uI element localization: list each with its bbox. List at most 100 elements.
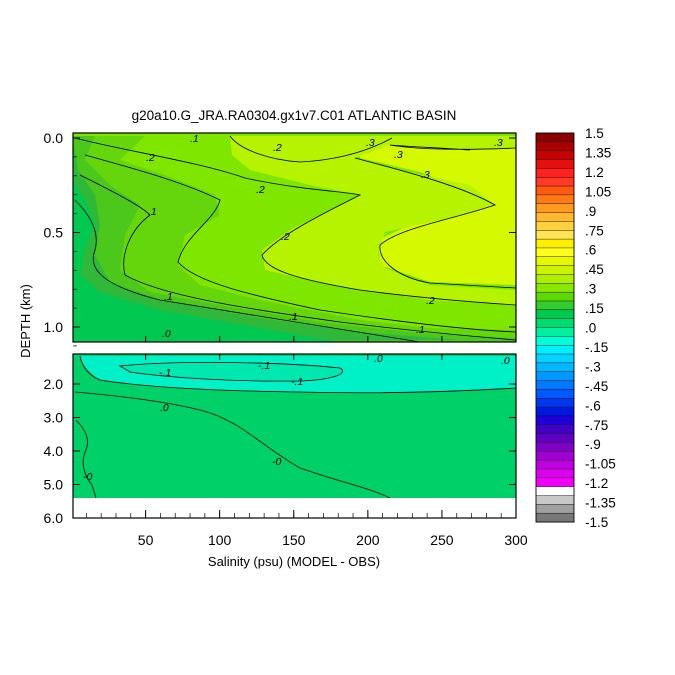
colorbar-swatch	[535, 415, 575, 426]
colorbar-swatch	[535, 477, 575, 488]
colorbar-swatch	[535, 380, 575, 390]
upper-contour-fill-yellow	[360, 136, 516, 285]
colorbar-swatch	[535, 327, 575, 337]
contour-label: -0	[83, 471, 92, 483]
colorbar-swatch	[535, 353, 575, 364]
lower-panel: -.1 -.1 -.1 .0 .0 .0 -0 -0	[72, 353, 517, 519]
colorbar-tick-label: -.3	[585, 359, 601, 374]
contour-label: .2	[146, 152, 155, 164]
colorbar-swatch	[535, 468, 575, 479]
contour-label: .1	[289, 311, 298, 323]
colorbar-swatch	[535, 300, 575, 311]
colorbar-swatch	[535, 274, 575, 284]
colorbar-swatch	[535, 504, 575, 514]
colorbar-swatch	[535, 486, 575, 496]
contour-label: -0	[272, 456, 281, 468]
upper-contour-line	[84, 154, 517, 333]
y-tick-label: 4.0	[44, 443, 64, 459]
colorbar-swatch	[535, 459, 575, 470]
colorbar-swatch	[535, 150, 575, 161]
colorbar-tick-label: 1.35	[585, 145, 611, 160]
colorbar-swatch	[535, 283, 575, 293]
colorbar-tick-label: .45	[585, 262, 604, 277]
contour-label: .3	[494, 137, 503, 149]
colorbar-swatch	[535, 371, 575, 382]
colorbar-swatch	[535, 238, 575, 249]
colorbar-swatch	[535, 177, 575, 187]
contour-label: .3	[366, 137, 375, 149]
lower-contour-lines	[74, 355, 517, 499]
contour-label: -.1	[159, 367, 171, 379]
y-tick-label: 6.0	[44, 510, 64, 526]
y-axis-label: DEPTH (km)	[18, 284, 33, 358]
x-tick-label: 200	[356, 532, 380, 548]
contour-label: .1	[190, 133, 199, 145]
contour-label: .2	[281, 231, 290, 243]
contour-label: .2	[273, 142, 282, 154]
colorbar-swatch	[535, 203, 575, 214]
colorbar-swatch	[535, 291, 575, 302]
contour-label: -.1	[291, 376, 303, 388]
y-tick-label: 5.0	[44, 477, 64, 493]
colorbar-frame	[535, 132, 575, 523]
colorbar-tick-label: .3	[585, 282, 596, 297]
upper-panel: .3 .3 .3 .3 .2 .2 .2 .2 .2 .1 .1 .1 .1 .…	[72, 132, 517, 343]
colorbar-swatch	[535, 309, 575, 320]
colorbar-swatch	[535, 344, 575, 355]
lower-contour-line	[118, 361, 343, 382]
colorbar-swatch	[535, 495, 575, 505]
colorbar-tick-label: .75	[585, 223, 604, 238]
contour-label: .2	[426, 295, 435, 307]
colorbar-swatch	[535, 318, 575, 328]
colorbar-tick-label: 1.05	[585, 184, 611, 199]
colorbar-tick-label: -.45	[585, 379, 608, 394]
lower-contour-line	[74, 391, 391, 499]
colorbar-swatch	[535, 132, 575, 143]
upper-contour-fill-green1	[73, 136, 516, 342]
colorbar-swatch	[535, 442, 575, 452]
upper-contour-fill-yellowgreen	[230, 136, 516, 305]
colorbar-swatch	[535, 194, 575, 205]
contour-label: .0	[162, 328, 171, 340]
colorbar-tick-label: -.15	[585, 340, 608, 355]
axis-ticks: 50 100 150 200 250 300 0.0 0.5 1.0 2.0 3.0 4.0 5.0 6.…	[44, 130, 528, 548]
x-tick-label: 300	[504, 532, 528, 548]
colorbar-swatch	[535, 168, 575, 178]
colorbar-swatch	[535, 221, 575, 231]
colorbar-swatch	[535, 406, 575, 417]
contour-label: .0	[374, 353, 383, 365]
colorbar-tick-label: -1.5	[585, 515, 608, 530]
contour-label: -.1	[258, 360, 270, 372]
x-tick-label: 150	[282, 532, 306, 548]
upper-contour-fill-green4	[73, 180, 340, 342]
contour-label: .3	[394, 149, 403, 161]
y-tick-label: 2.0	[44, 376, 64, 392]
y-tick-label: 1.0	[44, 319, 64, 335]
upper-contour-line	[229, 135, 393, 163]
colorbar-swatch	[535, 212, 575, 222]
lower-panel-frame	[72, 353, 517, 519]
contour-label: .1	[164, 291, 173, 303]
colorbar-swatch	[535, 336, 575, 346]
colorbar-swatch	[535, 512, 575, 523]
upper-contour-line	[389, 144, 517, 151]
colorbar-tick-label: -1.05	[585, 457, 616, 472]
contour-label: .0	[160, 402, 169, 414]
lower-contour-fill-cyan2	[120, 362, 344, 382]
colorbar-tick-label: .9	[585, 204, 596, 219]
contour-label: .0	[501, 355, 510, 367]
x-tick-label: 250	[430, 532, 454, 548]
x-tick-label: 100	[208, 532, 232, 548]
colorbar-swatch	[535, 389, 575, 399]
colorbar-swatch	[535, 398, 575, 408]
chart-title: g20a10.G_JRA.RA0304.gx1v7.C01 ATLANTIC B…	[132, 108, 457, 123]
colorbar-tick-label: 1.5	[585, 126, 604, 141]
colorbar-tick-label: -1.2	[585, 476, 608, 491]
lower-contour-labels: -.1 -.1 -.1 .0 .0 .0 -0 -0	[83, 353, 510, 483]
colorbar-swatch	[535, 362, 575, 373]
colorbar-swatch	[535, 185, 575, 196]
contour-label: .2	[256, 184, 265, 196]
colorbar-tick-label: -.6	[585, 398, 601, 413]
lower-contour-line	[75, 419, 97, 499]
upper-contour-lines	[74, 135, 517, 343]
